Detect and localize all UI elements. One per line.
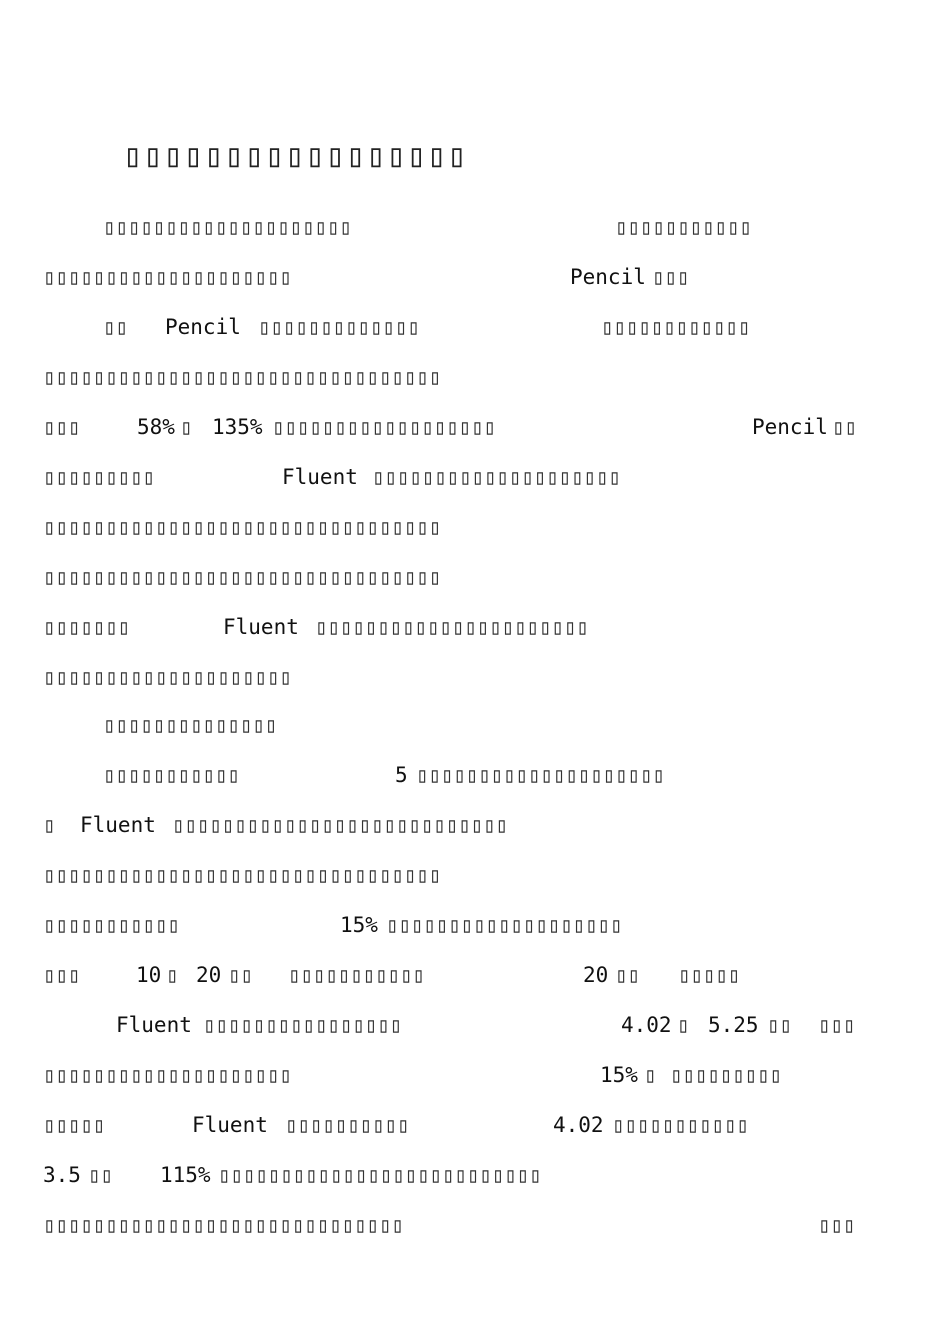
text-segment: ▯▯▯▯▯▯▯▯▯▯▯▯▯▯▯▯▯▯ <box>272 415 496 439</box>
text-line: ▯▯▯▯▯▯▯▯▯▯▯▯▯▯▯▯▯▯▯▯ <box>0 662 950 692</box>
text-segment: ▯▯▯▯▯▯▯▯▯▯▯▯▯▯▯▯▯▯▯▯▯▯▯▯▯▯▯▯▯▯▯▯ <box>43 863 442 887</box>
text-line: ▯▯▯▯▯▯▯▯▯▯▯▯▯▯▯▯▯▯▯▯▯▯▯▯▯▯▯▯▯▯▯▯ <box>0 860 950 890</box>
text-segment: Fluent <box>223 615 299 639</box>
text-segment: 15% <box>340 913 378 937</box>
text-segment: ▯ <box>43 813 56 837</box>
text-segment: 20 <box>196 963 222 987</box>
text-segment: ▯▯▯▯▯▯▯▯▯▯▯▯▯▯▯▯▯▯▯▯ <box>43 265 292 289</box>
text-segment: ▯▯▯▯▯▯▯▯▯ <box>43 465 155 489</box>
text-segment: ▯▯▯▯▯▯▯ <box>43 615 131 639</box>
text-segment: 5 <box>395 763 408 787</box>
text-segment: ▯▯▯▯▯▯▯▯▯▯▯▯▯▯▯▯▯▯▯▯ <box>43 1063 292 1087</box>
text-segment: ▯▯ <box>88 1163 113 1187</box>
text-segment: ▯▯ <box>103 315 128 339</box>
text-line: ▯▯▯▯▯▯▯▯▯▯▯ 15% ▯▯▯▯▯▯▯▯▯▯▯▯▯▯▯▯▯▯▯ <box>0 910 950 940</box>
text-segment: 10 <box>136 963 162 987</box>
text-segment: Pencil <box>165 315 241 339</box>
text-segment: ▯▯▯▯▯ <box>678 963 741 987</box>
text-segment: Fluent <box>192 1113 268 1137</box>
text-segment: ▯ <box>166 963 179 987</box>
text-segment: ▯▯▯▯▯▯▯▯▯▯▯▯▯▯▯▯ <box>203 1013 403 1037</box>
text-line: ▯▯▯▯▯▯▯▯▯▯▯▯▯▯▯▯▯▯▯▯▯▯▯▯▯▯▯▯▯▯▯▯ <box>0 362 950 392</box>
text-segment: ▯▯▯ <box>43 963 81 987</box>
text-line: ▯▯▯▯▯▯▯▯▯▯▯▯▯▯▯▯▯▯▯▯▯▯▯▯▯▯▯▯▯▯▯▯ <box>0 512 950 542</box>
text-segment: Fluent <box>80 813 156 837</box>
text-segment: 58% <box>137 415 175 439</box>
text-line: ▯▯▯▯▯▯▯▯▯▯▯▯▯▯▯▯▯▯▯▯▯▯▯▯▯▯▯▯▯▯▯▯ <box>0 1210 950 1240</box>
text-segment: ▯▯▯▯▯▯▯▯▯▯▯▯▯▯ <box>103 713 278 737</box>
text-segment: ▯▯▯▯▯▯▯▯▯▯▯▯▯▯▯▯▯▯▯▯▯▯▯▯▯▯▯▯▯ <box>43 1213 404 1237</box>
text-segment: 15% <box>600 1063 638 1087</box>
text-segment: ▯▯▯▯▯▯▯▯▯▯▯▯ <box>601 315 751 339</box>
text-line: ▯▯▯▯▯▯▯▯▯ Fluent ▯▯▯▯▯▯▯▯▯▯▯▯▯▯▯▯▯▯▯▯ <box>0 462 950 492</box>
text-segment: ▯▯▯▯▯▯▯▯▯▯▯▯▯▯▯▯▯▯▯▯ <box>103 215 352 239</box>
text-segment: ▯▯▯ <box>818 1013 856 1037</box>
text-line: ▯▯▯▯▯▯▯▯▯▯▯▯▯▯▯▯▯▯▯▯ 15% ▯ ▯▯▯▯▯▯▯▯▯ <box>0 1060 950 1090</box>
text-segment: ▯▯▯▯▯▯▯▯▯▯▯▯▯▯▯▯▯▯▯ <box>386 913 623 937</box>
text-segment: ▯ <box>644 1063 657 1087</box>
text-line: ▯▯ Pencil ▯▯▯▯▯▯▯▯▯▯▯▯▯ ▯▯▯▯▯▯▯▯▯▯▯▯ <box>0 312 950 342</box>
text-segment: ▯▯▯▯▯▯▯▯▯▯▯▯▯▯▯▯▯▯▯▯ <box>416 763 665 787</box>
text-segment: ▯▯▯▯▯▯▯▯▯▯▯▯▯▯▯▯▯▯▯▯▯▯▯▯▯▯▯ <box>172 813 508 837</box>
document-title: ▯▯▯▯▯▯▯▯▯▯▯▯▯▯▯▯▯ <box>123 136 468 174</box>
text-segment: ▯▯ <box>615 963 640 987</box>
text-segment: 5.25 <box>708 1013 759 1037</box>
text-line: ▯▯▯▯▯ Fluent ▯▯▯▯▯▯▯▯▯▯ 4.02 ▯▯▯▯▯▯▯▯▯▯▯ <box>0 1110 950 1140</box>
text-line: 3.5 ▯▯ 115% ▯▯▯▯▯▯▯▯▯▯▯▯▯▯▯▯▯▯▯▯▯▯▯▯▯▯ <box>0 1160 950 1190</box>
text-segment: ▯▯▯▯▯▯▯▯▯▯▯▯▯▯▯▯▯▯▯▯▯▯▯▯▯▯ <box>218 1163 542 1187</box>
text-segment: ▯▯ <box>767 1013 792 1037</box>
text-segment: ▯ <box>180 415 193 439</box>
text-segment: ▯▯▯▯▯▯▯▯▯▯▯▯▯▯▯▯▯▯▯▯▯▯ <box>315 615 589 639</box>
text-segment: ▯▯▯▯▯▯▯▯▯▯▯ <box>615 215 752 239</box>
text-segment: ▯▯ <box>228 963 253 987</box>
text-segment: 115% <box>160 1163 211 1187</box>
text-segment: Pencil <box>570 265 646 289</box>
text-segment: Fluent <box>282 465 358 489</box>
text-line: Fluent ▯▯▯▯▯▯▯▯▯▯▯▯▯▯▯▯ 4.02 ▯ 5.25 ▯▯ ▯▯▯ <box>0 1010 950 1040</box>
text-segment: ▯▯▯▯▯▯▯▯▯▯▯▯▯▯▯▯▯▯▯▯▯▯▯▯▯▯▯▯▯▯▯▯ <box>43 565 442 589</box>
text-segment: ▯▯▯▯▯▯▯▯▯▯▯▯▯ <box>258 315 420 339</box>
text-segment: ▯▯ <box>832 415 857 439</box>
text-segment: ▯▯▯▯▯▯▯▯▯▯▯▯▯▯▯▯▯▯▯▯ <box>372 465 621 489</box>
text-line: ▯▯▯▯▯▯▯▯▯▯▯▯▯▯▯▯▯▯▯▯ ▯▯▯▯▯▯▯▯▯▯▯ <box>0 212 950 242</box>
text-segment: ▯▯▯▯▯▯▯▯▯▯▯▯▯▯▯▯▯▯▯▯ <box>43 665 292 689</box>
text-segment: ▯▯▯▯▯▯▯▯▯▯▯ <box>612 1113 749 1137</box>
text-line: ▯▯▯ 10 ▯ 20 ▯▯ ▯▯▯▯▯▯▯▯▯▯▯ 20 ▯▯ ▯▯▯▯▯ <box>0 960 950 990</box>
text-line: ▯▯▯▯▯▯▯▯▯▯▯ 5 ▯▯▯▯▯▯▯▯▯▯▯▯▯▯▯▯▯▯▯▯ <box>0 760 950 790</box>
text-line: ▯▯▯▯▯▯▯▯▯▯▯▯▯▯▯▯▯▯▯▯▯▯▯▯▯▯▯▯▯▯▯▯ <box>0 562 950 592</box>
text-segment: 4.02 <box>621 1013 672 1037</box>
text-segment: Fluent <box>116 1013 192 1037</box>
text-line: ▯ Fluent ▯▯▯▯▯▯▯▯▯▯▯▯▯▯▯▯▯▯▯▯▯▯▯▯▯▯▯ <box>0 810 950 840</box>
text-segment: ▯▯▯▯▯▯▯▯▯▯▯ <box>288 963 425 987</box>
text-segment: ▯▯▯▯▯▯▯▯▯ <box>670 1063 782 1087</box>
text-line: ▯▯▯ 58% ▯ 135% ▯▯▯▯▯▯▯▯▯▯▯▯▯▯▯▯▯▯ Pencil ▯▯ <box>0 412 950 442</box>
text-segment: ▯▯▯▯▯▯▯▯▯▯▯▯▯▯▯▯▯▯▯▯▯▯▯▯▯▯▯▯▯▯▯▯ <box>43 365 442 389</box>
text-line: ▯▯▯▯▯▯▯ Fluent ▯▯▯▯▯▯▯▯▯▯▯▯▯▯▯▯▯▯▯▯▯▯ <box>0 612 950 642</box>
text-segment: 20 <box>583 963 609 987</box>
text-segment: ▯▯▯ <box>652 265 690 289</box>
text-segment: ▯▯▯▯▯ <box>43 1113 106 1137</box>
text-line: ▯▯▯▯▯▯▯▯▯▯▯▯▯▯▯▯▯▯▯▯ Pencil ▯▯▯ <box>0 262 950 292</box>
text-segment: Pencil <box>752 415 828 439</box>
text-segment: 4.02 <box>553 1113 604 1137</box>
text-segment: ▯▯▯▯▯▯▯▯▯▯ <box>285 1113 410 1137</box>
text-segment: ▯ <box>677 1013 690 1037</box>
text-segment: 135% <box>212 415 263 439</box>
text-segment: ▯▯▯▯▯▯▯▯▯▯▯ <box>43 913 180 937</box>
text-segment: ▯▯▯ <box>818 1213 856 1237</box>
text-segment: ▯▯▯▯▯▯▯▯▯▯▯ <box>103 763 240 787</box>
text-segment: 3.5 <box>43 1163 81 1187</box>
text-line: ▯▯▯▯▯▯▯▯▯▯▯▯▯▯ <box>0 710 950 740</box>
text-segment: ▯▯▯ <box>43 415 81 439</box>
text-segment: ▯▯▯▯▯▯▯▯▯▯▯▯▯▯▯▯▯▯▯▯▯▯▯▯▯▯▯▯▯▯▯▯ <box>43 515 442 539</box>
